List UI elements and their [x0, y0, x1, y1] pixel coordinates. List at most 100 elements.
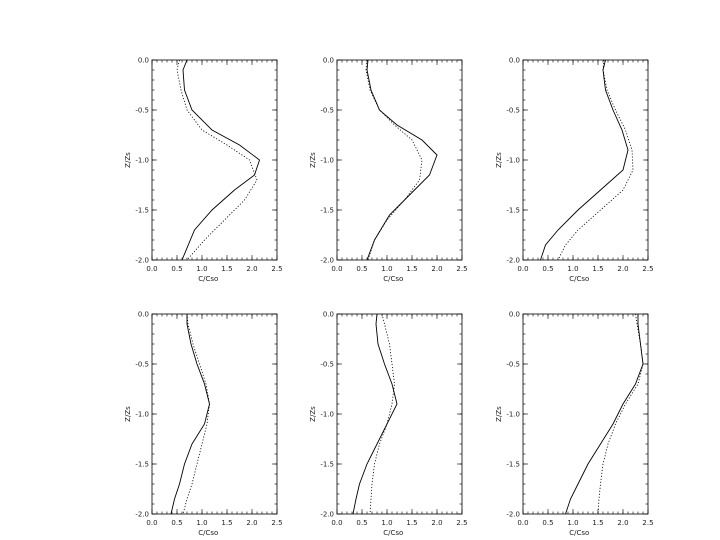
x-tick-label: 0.5 [356, 519, 367, 527]
series-line-dotted [365, 59, 423, 261]
x-axis-label: C/Cso [198, 275, 218, 283]
y-tick-label: -1.5 [135, 461, 149, 469]
y-tick-label: -2.0 [506, 257, 520, 265]
series-line-dotted [369, 313, 395, 515]
y-tick-label: -0.5 [506, 107, 520, 115]
plot-frame [522, 59, 649, 261]
x-tick-label: 2.0 [431, 519, 442, 527]
y-tick-label: -0.5 [320, 361, 334, 369]
x-tick-label: 1.0 [196, 519, 207, 527]
x-tick-label: 0.5 [171, 519, 182, 527]
x-tick-label: 1.5 [406, 519, 417, 527]
x-tick-label: 0.0 [331, 265, 342, 273]
x-axis-label: C/Cso [569, 529, 589, 537]
x-tick-label: 2.0 [617, 265, 628, 273]
chart-panel-2: 0.0 0.5 1.0 1.5 2.0 2.5 0.0 -0.5 -1.0 -1.5 -2.0 C/C… [309, 57, 468, 284]
x-tick-label: 2.0 [617, 519, 628, 527]
y-axis-label: Z/Zs [124, 406, 132, 422]
x-axis-label: C/Cso [198, 529, 218, 537]
x-tick-label: 0.5 [356, 265, 367, 273]
y-tick-label: -0.5 [135, 107, 149, 115]
x-tick-label: 2.5 [642, 519, 653, 527]
series-line-solid [352, 313, 398, 515]
plot-frame [522, 313, 649, 515]
series-line-solid [366, 59, 438, 261]
x-tick-label: 2.5 [271, 519, 282, 527]
x-tick-label: 1.5 [221, 519, 232, 527]
y-tick-label: -1.5 [135, 207, 149, 215]
x-tick-label: 0.5 [542, 519, 553, 527]
x-axis-label: C/Cso [569, 275, 589, 283]
x-tick-label: 2.0 [246, 519, 257, 527]
y-tick-label: 0.0 [509, 311, 520, 319]
chart-panel-6: 0.0 0.5 1.0 1.5 2.0 2.5 0.0 -0.5 -1.0 -1.5 -2.0 C/C… [495, 311, 654, 538]
x-tick-label: 0.0 [517, 265, 528, 273]
x-tick-label: 1.0 [567, 265, 578, 273]
series-line-dotted [597, 313, 644, 515]
y-tick-label: -1.0 [135, 411, 149, 419]
x-tick-label: 2.5 [642, 265, 653, 273]
x-tick-label: 0.0 [146, 265, 157, 273]
y-tick-label: 0.0 [138, 311, 149, 319]
y-tick-label: 0.0 [323, 57, 334, 65]
chart-panel-3: 0.0 0.5 1.0 1.5 2.0 2.5 0.0 -0.5 -1.0 -1.5 -2.0 C/C… [495, 57, 654, 284]
y-tick-label: -1.5 [320, 207, 334, 215]
chart-panel-5: 0.0 0.5 1.0 1.5 2.0 2.5 0.0 -0.5 -1.0 -1.5 -2.0 C/C… [309, 311, 468, 538]
y-tick-label: -1.0 [320, 411, 334, 419]
x-tick-label: 0.0 [146, 519, 157, 527]
plot-frame [151, 313, 278, 515]
chart-panel-4: 0.0 0.5 1.0 1.5 2.0 2.5 0.0 -0.5 -1.0 -1.5 -2.0 C/C… [124, 311, 283, 538]
y-tick-label: -1.5 [506, 461, 520, 469]
y-tick-label: -1.0 [135, 157, 149, 165]
y-tick-label: 0.0 [509, 57, 520, 65]
y-tick-label: -0.5 [506, 361, 520, 369]
plot-frame [336, 59, 463, 261]
x-tick-label: 0.5 [171, 265, 182, 273]
y-tick-label: -2.0 [320, 257, 334, 265]
y-tick-label: -1.0 [506, 411, 520, 419]
y-tick-label: -2.0 [506, 511, 520, 519]
series-line-solid [170, 314, 210, 515]
chart-panel-1: 0.0 0.5 1.0 1.5 2.0 2.5 0.0 -0.5 -1.0 -1.5 -2.0 C/C… [124, 57, 283, 284]
y-tick-label: -0.5 [135, 361, 149, 369]
y-axis-label: Z/Zs [124, 152, 132, 168]
series-line-solid [181, 59, 261, 261]
x-tick-label: 0.0 [331, 519, 342, 527]
x-axis-label: C/Cso [383, 275, 403, 283]
y-axis-label: Z/Zs [495, 152, 503, 168]
x-tick-label: 2.5 [456, 519, 467, 527]
y-tick-label: 0.0 [138, 57, 149, 65]
series-line-dotted [176, 59, 258, 261]
x-tick-label: 2.0 [431, 265, 442, 273]
x-tick-label: 2.5 [271, 265, 282, 273]
x-axis-label: C/Cso [383, 529, 403, 537]
series-line-solid [565, 314, 644, 515]
x-tick-label: 1.0 [196, 265, 207, 273]
x-tick-label: 0.0 [517, 519, 528, 527]
x-tick-label: 2.5 [456, 265, 467, 273]
y-tick-label: -0.5 [320, 107, 334, 115]
series-line-solid [540, 59, 629, 261]
y-tick-label: -2.0 [320, 511, 334, 519]
y-axis-label: Z/Zs [309, 152, 317, 168]
series-line-dotted [557, 59, 634, 261]
y-tick-label: 0.0 [323, 311, 334, 319]
x-tick-label: 1.0 [381, 519, 392, 527]
y-tick-label: -1.0 [506, 157, 520, 165]
x-tick-label: 1.0 [381, 265, 392, 273]
y-tick-label: -1.5 [320, 461, 334, 469]
x-tick-label: 1.5 [592, 519, 603, 527]
series-line-dotted [182, 313, 210, 515]
y-axis-label: Z/Zs [309, 406, 317, 422]
y-tick-label: -2.0 [135, 511, 149, 519]
y-tick-label: -1.0 [320, 157, 334, 165]
x-tick-label: 1.5 [592, 265, 603, 273]
x-tick-label: 2.0 [246, 265, 257, 273]
y-axis-label: Z/Zs [495, 406, 503, 422]
y-tick-label: -2.0 [135, 257, 149, 265]
x-tick-label: 1.0 [567, 519, 578, 527]
x-tick-label: 1.5 [406, 265, 417, 273]
y-tick-label: -1.5 [506, 207, 520, 215]
x-tick-label: 1.5 [221, 265, 232, 273]
